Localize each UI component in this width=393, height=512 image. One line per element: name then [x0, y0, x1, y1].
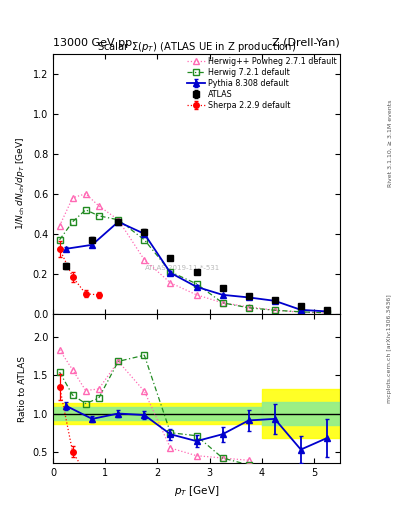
Herwig++ Powheg 2.7.1 default	[83, 191, 88, 197]
Line: Herwig++ Powheg 2.7.1 default: Herwig++ Powheg 2.7.1 default	[57, 191, 330, 316]
Herwig 7.2.1 default	[83, 207, 88, 213]
Herwig 7.2.1 default	[325, 310, 329, 316]
Herwig++ Powheg 2.7.1 default	[194, 292, 199, 298]
Herwig 7.2.1 default	[116, 217, 121, 223]
Legend: Herwig++ Powheg 2.7.1 default, Herwig 7.2.1 default, Pythia 8.308 default, ATLAS: Herwig++ Powheg 2.7.1 default, Herwig 7.…	[186, 56, 338, 111]
Y-axis label: Ratio to ATLAS: Ratio to ATLAS	[18, 356, 27, 421]
Herwig++ Powheg 2.7.1 default	[246, 304, 251, 310]
Text: Z (Drell-Yan): Z (Drell-Yan)	[272, 37, 340, 48]
Title: Scalar $\Sigma(p_{T})$ (ATLAS UE in Z production): Scalar $\Sigma(p_{T})$ (ATLAS UE in Z pr…	[97, 39, 296, 54]
Herwig 7.2.1 default	[168, 269, 173, 275]
Herwig++ Powheg 2.7.1 default	[142, 257, 147, 263]
Herwig++ Powheg 2.7.1 default	[272, 307, 277, 313]
Text: ATLAS-2019-11-*-531: ATLAS-2019-11-*-531	[145, 265, 220, 271]
Herwig 7.2.1 default	[298, 309, 303, 315]
Herwig++ Powheg 2.7.1 default	[70, 195, 75, 201]
Herwig 7.2.1 default	[272, 307, 277, 313]
Herwig 7.2.1 default	[96, 212, 101, 219]
Text: Rivet 3.1.10, ≥ 3.1M events: Rivet 3.1.10, ≥ 3.1M events	[387, 100, 392, 187]
X-axis label: $p_{T}$ [GeV]: $p_{T}$ [GeV]	[174, 484, 219, 498]
Herwig++ Powheg 2.7.1 default	[298, 309, 303, 315]
Herwig 7.2.1 default	[194, 281, 199, 287]
Text: mcplots.cern.ch [arXiv:1306.3436]: mcplots.cern.ch [arXiv:1306.3436]	[387, 294, 392, 402]
Herwig++ Powheg 2.7.1 default	[96, 203, 101, 209]
Herwig 7.2.1 default	[70, 219, 75, 225]
Herwig 7.2.1 default	[57, 237, 62, 243]
Y-axis label: $1/N_{\rm ch}\,dN_{\rm ch}/dp_{T}$ [GeV]: $1/N_{\rm ch}\,dN_{\rm ch}/dp_{T}$ [GeV]	[14, 137, 27, 230]
Herwig++ Powheg 2.7.1 default	[325, 310, 329, 316]
Herwig++ Powheg 2.7.1 default	[57, 223, 62, 229]
Line: Herwig 7.2.1 default: Herwig 7.2.1 default	[57, 207, 330, 315]
Herwig++ Powheg 2.7.1 default	[220, 300, 225, 306]
Text: 13000 GeV pp: 13000 GeV pp	[53, 37, 132, 48]
Herwig 7.2.1 default	[220, 300, 225, 306]
Herwig++ Powheg 2.7.1 default	[168, 280, 173, 286]
Herwig 7.2.1 default	[142, 237, 147, 243]
Herwig++ Powheg 2.7.1 default	[116, 217, 121, 223]
Herwig 7.2.1 default	[246, 305, 251, 311]
